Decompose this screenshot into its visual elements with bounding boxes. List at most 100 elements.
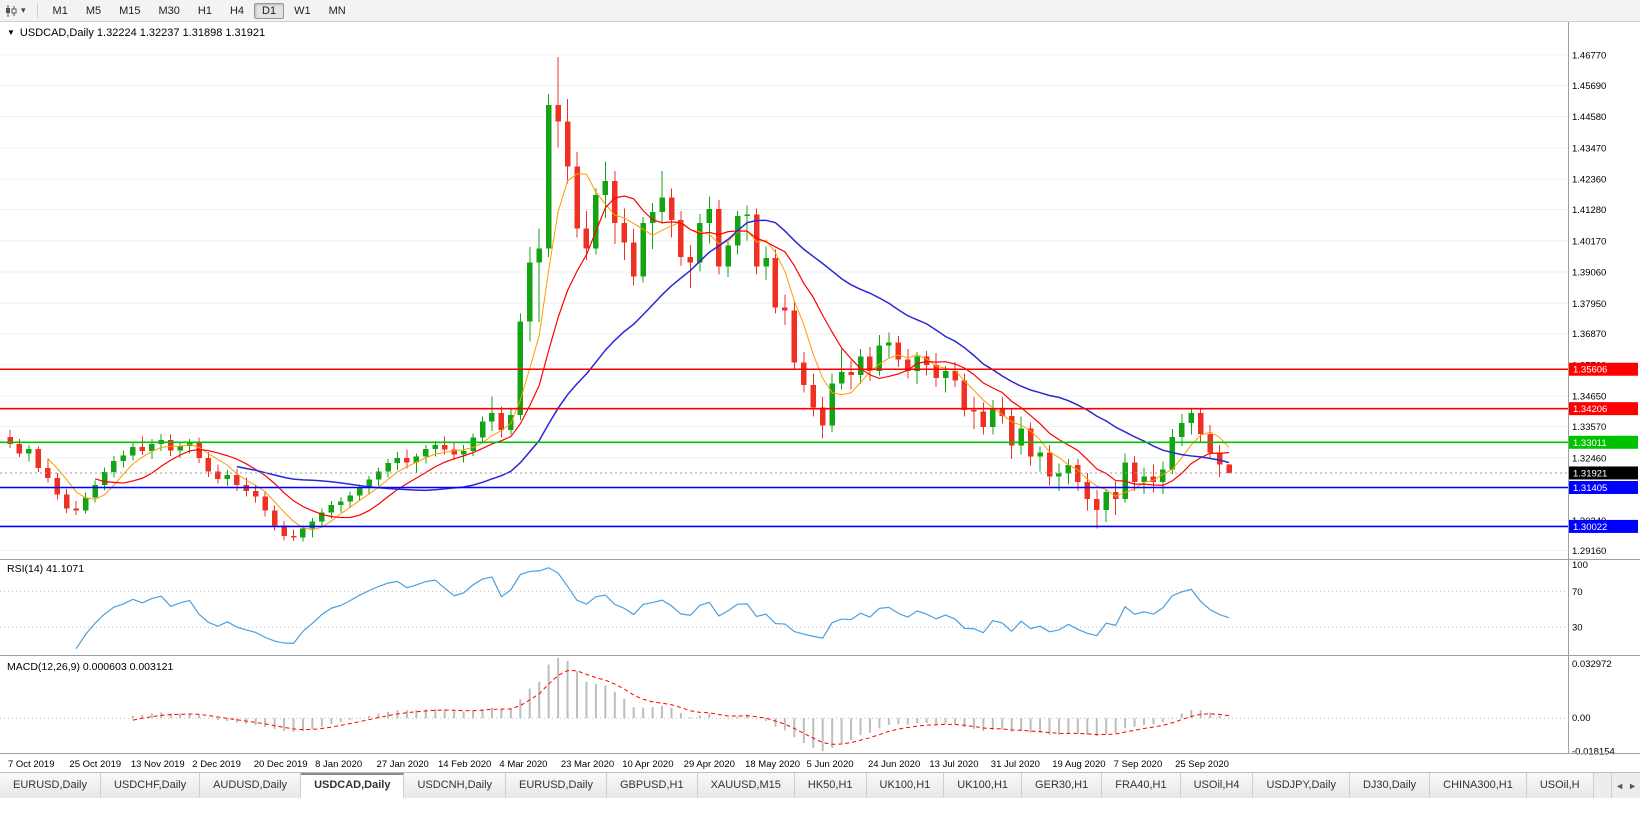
tab-scroll-controls: ◄ ► [1611,773,1640,798]
chart-tab-ger30-h1[interactable]: GER30,H1 [1022,773,1103,798]
svg-text:1.45690: 1.45690 [1572,81,1606,92]
svg-text:1.35606: 1.35606 [1573,365,1607,376]
timeframe-button-m15[interactable]: M15 [119,4,141,17]
svg-text:1.41280: 1.41280 [1572,205,1606,216]
timeframe-button-d1[interactable]: D1 [254,2,285,19]
chart-tab-usdchf-daily[interactable]: USDCHF,Daily [100,773,201,798]
chart-tab-china300-h1[interactable]: CHINA300,H1 [1430,773,1527,798]
svg-text:1.30022: 1.30022 [1573,522,1607,533]
svg-text:1.39060: 1.39060 [1572,268,1606,279]
svg-text:19 Aug 2020: 19 Aug 2020 [1052,759,1105,770]
svg-text:1.37950: 1.37950 [1572,299,1606,310]
svg-text:1.34650: 1.34650 [1572,392,1606,403]
svg-text:7 Oct 2019: 7 Oct 2019 [8,759,54,770]
sma-fast-line [47,173,1230,531]
svg-text:14 Feb 2020: 14 Feb 2020 [438,759,491,770]
chart-tab-usdjpy-daily[interactable]: USDJPY,Daily [1253,773,1350,798]
svg-text:13 Nov 2019: 13 Nov 2019 [131,759,185,770]
svg-text:100: 100 [1572,560,1588,571]
svg-text:1.43470: 1.43470 [1572,143,1606,154]
tab-scroll-right-button[interactable]: ► [1628,780,1637,791]
price-badge: 1.35606 [1569,362,1638,376]
time-axis[interactable]: 7 Oct 2019 25 Oct 2019 13 Nov 2019 2 Dec 20… [8,759,1229,770]
chart-tab-hk50-h1[interactable]: HK50,H1 [794,773,867,798]
chart-tab-uk100-h1[interactable]: UK100,H1 [944,773,1023,798]
rsi-indicator-label: RSI(14) 41.1071 [7,563,85,575]
svg-text:2 Dec 2019: 2 Dec 2019 [192,759,241,770]
svg-text:4 Mar 2020: 4 Mar 2020 [499,759,547,770]
chart-tab-gbpusd-h1[interactable]: GBPUSD,H1 [607,773,698,798]
timeframe-button-m5[interactable]: M5 [85,4,102,17]
svg-text:10 Apr 2020: 10 Apr 2020 [622,759,673,770]
status-bar [0,798,1640,839]
rsi-line [75,567,1230,650]
macd-histogram [131,658,1231,752]
timeframe-button-m1[interactable]: M1 [52,4,68,17]
svg-text:1.33570: 1.33570 [1572,422,1606,433]
chart-header: ▼ USDCAD,Daily 1.32224 1.32237 1.31898 1… [7,27,265,39]
svg-text:25 Sep 2020: 25 Sep 2020 [1175,759,1229,770]
svg-text:1.42360: 1.42360 [1572,175,1606,186]
svg-text:1.29160: 1.29160 [1572,546,1606,557]
top-toolbar: ▾ M1 M5 M15 M30 H1 H4 D1 W1 MN [0,0,1640,22]
svg-text:27 Jan 2020: 27 Jan 2020 [377,759,429,770]
timeframe-button-h1[interactable]: H1 [197,4,212,17]
svg-text:70: 70 [1572,587,1583,598]
chart-tab-audusd-daily[interactable]: AUDUSD,Daily [200,773,302,798]
chart-tab-usoil-h4[interactable]: USOil,H4 [1180,773,1254,798]
svg-text:1.40170: 1.40170 [1572,236,1606,247]
price-chart-svg[interactable]: 1.46770 1.45690 1.44580 1.43470 1.42360 1.412… [0,22,1640,772]
chart-tab-xauusd-m15[interactable]: XAUUSD,M15 [697,773,795,798]
chart-area[interactable]: 1.46770 1.45690 1.44580 1.43470 1.42360 1.412… [0,22,1640,772]
svg-text:24 Jun 2020: 24 Jun 2020 [868,759,920,770]
candlestick-series [7,57,1232,542]
svg-text:0.00: 0.00 [1572,713,1591,724]
svg-text:20 Dec 2019: 20 Dec 2019 [254,759,308,770]
sma-slow-line [236,219,1230,492]
svg-text:5 Jun 2020: 5 Jun 2020 [807,759,854,770]
chart-tab-uk100-h1[interactable]: UK100,H1 [866,773,945,798]
svg-text:29 Apr 2020: 29 Apr 2020 [684,759,735,770]
toolbar-separator [36,3,38,18]
chart-tab-eurusd-daily[interactable]: EURUSD,Daily [506,773,607,798]
chart-tab-dj30-daily[interactable]: DJ30,Daily [1349,773,1431,798]
svg-text:1.36870: 1.36870 [1572,329,1606,340]
tab-scroll-left-button[interactable]: ◄ [1615,780,1625,791]
timeframe-toolbar: M1 M5 M15 M30 H1 H4 D1 W1 MN [45,2,354,19]
svg-text:25 Oct 2019: 25 Oct 2019 [69,759,121,770]
chart-tab-fra40-h1[interactable]: FRA40,H1 [1102,773,1181,798]
chart-tab-usdcad-daily[interactable]: USDCAD,Daily [301,773,405,798]
svg-text:23 Mar 2020: 23 Mar 2020 [561,759,614,770]
timeframe-button-w1[interactable]: W1 [294,4,311,17]
svg-text:1.33011: 1.33011 [1573,438,1607,449]
svg-text:31 Jul 2020: 31 Jul 2020 [991,759,1040,770]
svg-text:0.032972: 0.032972 [1572,659,1612,670]
svg-text:-0.018154: -0.018154 [1572,746,1615,757]
svg-text:1.31405: 1.31405 [1573,483,1607,494]
timeframe-button-mn[interactable]: MN [328,4,346,17]
svg-text:13 Jul 2020: 13 Jul 2020 [929,759,978,770]
macd-signal-line [132,670,1230,745]
svg-text:18 May 2020: 18 May 2020 [745,759,800,770]
price-badge: 1.31405 [1569,480,1638,494]
svg-text:7 Sep 2020: 7 Sep 2020 [1114,759,1163,770]
svg-text:1.34206: 1.34206 [1573,404,1607,415]
svg-text:30: 30 [1572,623,1583,634]
candlestick-chart-icon[interactable] [4,4,18,18]
svg-text:1.32460: 1.32460 [1572,453,1606,464]
chart-tab-eurusd-daily[interactable]: EURUSD,Daily [0,773,101,798]
symbol-marker-icon: ▼ [7,28,15,37]
svg-text:1.31921: 1.31921 [1573,468,1607,479]
svg-text:1.44580: 1.44580 [1572,112,1606,123]
chart-tab-usoil-h[interactable]: USOil,H [1526,773,1594,798]
price-badge: 1.30022 [1569,519,1638,533]
chart-tabs-bar: EURUSD,Daily USDCHF,Daily AUDUSD,Daily USDC… [0,772,1640,798]
macd-indicator-label: MACD(12,26,9) 0.000603 0.003121 [7,661,174,673]
chart-type-dropdown-caret-icon[interactable]: ▾ [21,5,26,15]
chart-header-text: USDCAD,Daily 1.32224 1.32237 1.31898 1.3… [19,27,266,39]
price-badge: 1.31921 [1569,466,1638,480]
chart-tab-usdcnh-daily[interactable]: USDCNH,Daily [404,773,507,798]
timeframe-button-m30[interactable]: M30 [158,4,180,17]
price-badge: 1.34206 [1569,402,1638,416]
timeframe-button-h4[interactable]: H4 [229,4,245,17]
